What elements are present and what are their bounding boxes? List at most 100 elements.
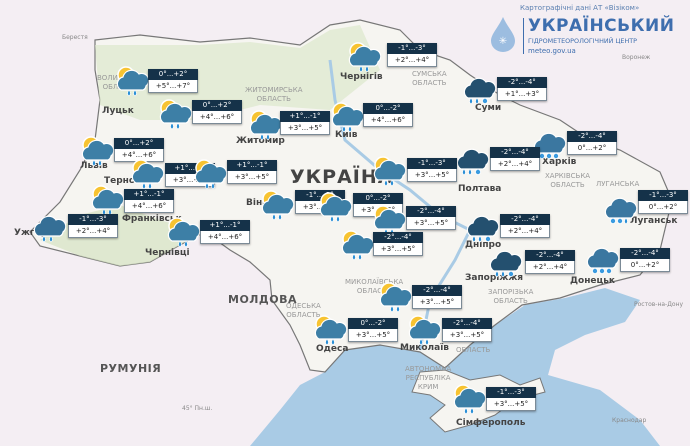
cloud-snow-rain-icon — [601, 190, 638, 226]
day-temperature: +5°...+7° — [148, 80, 198, 93]
night-temperature: -2°...-4° — [620, 248, 670, 259]
night-temperature: -1°...-3° — [68, 214, 118, 225]
day-temperature: +2°...+4° — [387, 54, 437, 67]
sun-cloud-rain-icon — [311, 311, 348, 347]
sun-cloud-rain-icon — [113, 62, 150, 98]
brand-subtitle: ГІДРОМЕТЕОРОЛОГІЧНИЙ ЦЕНТР — [528, 37, 638, 45]
place-label: Київ — [335, 130, 358, 140]
sun-cloud-rain-icon — [405, 311, 442, 347]
temperature-box: 0°...-2°+3°...+5° — [348, 318, 398, 342]
cloud-rain-icon — [30, 208, 67, 244]
svg-text:✳: ✳ — [499, 36, 507, 47]
night-temperature: +1°...-1° — [200, 220, 250, 231]
place-label: Воронеж — [622, 54, 651, 61]
temperature-box: -2°...-4° +3°...+5° — [412, 285, 462, 309]
place-label: Чернівці — [145, 248, 190, 258]
place-label: Ростов-на-Дону — [634, 301, 684, 308]
cloud-rain-snow-icon — [486, 243, 523, 279]
temperature-box: +1°...-1° +3°...+5° — [227, 160, 277, 184]
place-label: Житомир — [236, 136, 285, 146]
cloud-rain-snow-icon — [453, 141, 490, 177]
place-label: ЛУГАНСЬКА — [596, 180, 640, 188]
cloud-rain-snow-icon — [460, 70, 497, 106]
place-label: Тернопіль — [104, 176, 157, 186]
day-temperature: +1°...+3° — [497, 88, 547, 101]
place-label: Луганськ — [630, 216, 678, 226]
sun-cloud-rain-icon — [316, 188, 353, 224]
day-temperature: +3°...+5° — [407, 169, 457, 182]
cloud-snow-icon — [583, 240, 620, 276]
night-temperature: 0°...-2° — [353, 193, 403, 204]
temperature-box: -2°...-4° +2°...+4° — [490, 147, 540, 171]
place-label: Харків — [542, 157, 577, 167]
temperature-box: +1°...-1° +3°...+5° — [280, 111, 330, 135]
night-temperature: +1°...-1° — [124, 189, 174, 200]
place-label: Дніпро — [465, 240, 502, 250]
place-label: Полтава — [458, 184, 502, 194]
place-label: Сімферополь — [456, 418, 526, 428]
temperature-box: 0°...+2° +4°...+6° — [192, 100, 242, 124]
sun-cloud-rain-icon — [328, 98, 365, 134]
cloud-rain-snow-icon — [463, 208, 500, 244]
brand-url[interactable]: meteo.gov.ua — [528, 47, 576, 55]
night-temperature: -1°...-3° — [407, 158, 457, 169]
place-label: Одеса — [316, 344, 349, 354]
place-label: 45° Пн.ш. — [182, 405, 213, 412]
night-temperature: -2°...-4° — [500, 214, 550, 225]
day-temperature: +4°...+6° — [124, 200, 174, 213]
night-temperature: +1°...-1° — [280, 111, 330, 122]
place-label: Миколаїв — [400, 343, 449, 353]
temperature-box: 0°...+2° +5°...+7° — [148, 69, 198, 93]
night-temperature: -1°...-3° — [638, 190, 688, 201]
day-temperature: +3°...+5° — [406, 217, 456, 230]
place-label: Донецьк — [570, 276, 615, 286]
night-temperature: -2°...-4° — [567, 131, 617, 142]
night-temperature: -2°...-4° — [373, 232, 423, 243]
night-temperature: -2°...-4° — [412, 285, 462, 296]
night-temperature: -2°...-4° — [525, 250, 575, 261]
temperature-box: -2°...-4° +1°...+3° — [497, 77, 547, 101]
temperature-box: 0°...-2° +4°...+6° — [363, 103, 413, 127]
day-temperature: +3°...+5° — [348, 329, 398, 342]
sun-cloud-rain-icon — [338, 226, 375, 262]
night-temperature: 0°...-2° — [348, 318, 398, 329]
night-temperature: -2°...-4° — [497, 77, 547, 88]
sun-cloud-rain-icon — [164, 213, 201, 249]
place-label: УКРАЇНА — [290, 166, 394, 188]
place-label: Франківськ — [122, 214, 182, 224]
sun-cloud-rain-icon — [370, 152, 407, 188]
temperature-box: -2°...-4° +2°...+4° — [500, 214, 550, 238]
temperature-box: -2°...-4° +3°...+5° — [442, 318, 492, 342]
sun-cloud-rain-icon — [128, 155, 165, 191]
place-label: Суми — [475, 103, 502, 113]
day-temperature: +4°...+6° — [363, 114, 413, 127]
brand-separator — [523, 18, 524, 54]
place-label: СУМСЬКА ОБЛАСТЬ — [412, 70, 447, 87]
temperature-box: -1°...-3° +2°...+4° — [387, 43, 437, 67]
day-temperature: 0°...+2° — [638, 201, 688, 214]
temperature-box: -1°...-3° +2°...+4° — [68, 214, 118, 238]
sun-cloud-rain-icon — [191, 155, 228, 191]
day-temperature: +2°...+4° — [525, 261, 575, 274]
day-temperature: +4°...+6° — [192, 111, 242, 124]
water-drop-logo-icon: ✳ — [491, 17, 515, 52]
sun-cloud-rain-icon — [88, 181, 125, 217]
cloud-snow-icon — [530, 125, 567, 161]
place-label: Берестя — [62, 34, 88, 41]
day-temperature: +3°...+5° — [442, 329, 492, 342]
night-temperature: -2°...-4° — [406, 206, 456, 217]
temperature-box: -1°...-3° +3°...+5° — [407, 158, 457, 182]
place-label: Луцьк — [102, 106, 134, 116]
day-temperature: +3°...+5° — [486, 398, 536, 411]
temperature-box: -1°...-3° 0°...+2° — [638, 190, 688, 214]
place-label: ОДЕСЬКА ОБЛАСТЬ — [286, 302, 321, 319]
day-temperature: 0°...+2° — [620, 259, 670, 272]
night-temperature: +1°...-1° — [227, 160, 277, 171]
place-label: ОБЛАСТЬ — [456, 346, 491, 354]
sea — [250, 288, 660, 446]
place-label: Краснодар — [612, 417, 647, 424]
day-temperature: 0°...+2° — [567, 142, 617, 155]
temperature-box: +1°...-1° +4°...+6° — [124, 189, 174, 213]
day-temperature: +2°...+4° — [500, 225, 550, 238]
night-temperature: -2°...-4° — [442, 318, 492, 329]
